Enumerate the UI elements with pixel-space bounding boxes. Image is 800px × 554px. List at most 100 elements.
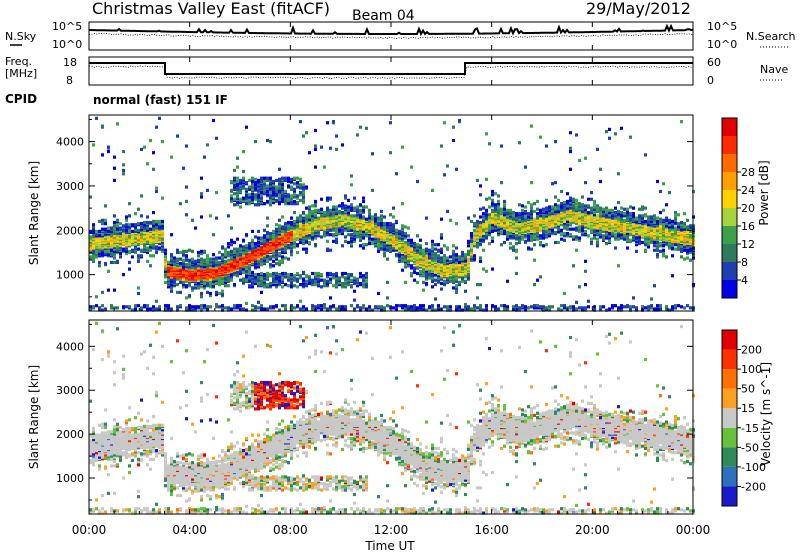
power-cell (476, 241, 479, 246)
power-cell (155, 250, 158, 255)
power-cell (314, 305, 317, 309)
power-cell (296, 185, 299, 189)
power-cell (521, 204, 524, 208)
power-cell (608, 234, 611, 238)
power-cell (449, 279, 452, 283)
power-cell (596, 214, 599, 218)
power-cell (290, 246, 293, 250)
power-cell (383, 222, 386, 226)
power-cell (185, 296, 188, 300)
power-cell (365, 224, 368, 228)
power-cell (299, 120, 302, 124)
power-cell (284, 222, 287, 226)
power-cell (248, 276, 251, 280)
power-cell (107, 226, 110, 230)
power-cell (116, 306, 119, 310)
power-cell (293, 182, 296, 186)
power-cell (527, 200, 530, 205)
power-cell (533, 229, 536, 234)
power-cell (356, 205, 359, 209)
power-cell (128, 260, 131, 265)
power-cell (251, 182, 254, 186)
power-cell (263, 273, 266, 277)
power-cell (533, 232, 536, 236)
power-cell (455, 246, 458, 250)
power-cell (542, 244, 545, 248)
power-cell (158, 239, 161, 243)
power-cell (485, 177, 488, 181)
power-cell (257, 278, 260, 282)
power-cell (566, 306, 569, 310)
power-cell (452, 249, 455, 253)
power-cell (476, 296, 479, 300)
power-cell (584, 308, 587, 312)
power-cell (560, 304, 563, 308)
power-cell (605, 130, 608, 134)
power-cell (554, 230, 557, 235)
power-cell (374, 213, 377, 217)
power-cell (509, 246, 512, 250)
power-cell (143, 223, 146, 227)
power-cell (548, 234, 551, 238)
power-cell (365, 274, 368, 278)
power-cell (284, 256, 287, 260)
power-cell (365, 243, 368, 247)
power-cell (578, 285, 581, 289)
power-cell (380, 214, 383, 218)
power-cell (575, 202, 578, 206)
power-cell (269, 189, 272, 194)
power-cell (122, 168, 125, 173)
power-cell (332, 205, 335, 209)
nave-tick-bottom: 0 (707, 74, 714, 87)
power-cell (491, 202, 494, 206)
power-cell (269, 203, 272, 207)
power-cell (278, 273, 281, 277)
nave-trace (88, 65, 693, 79)
power-cell (353, 237, 356, 241)
power-cell (230, 226, 233, 230)
power-cell (470, 236, 473, 240)
power-cell (242, 176, 245, 180)
power-cell (548, 305, 551, 309)
power-cell (407, 234, 410, 238)
power-cell (314, 165, 317, 169)
power-cell (386, 296, 389, 300)
power-cell (485, 213, 488, 217)
power-cell (278, 182, 281, 186)
power-cell (419, 247, 422, 251)
power-cell (476, 219, 479, 224)
power-cell (311, 204, 314, 208)
power-cell (188, 283, 191, 287)
power-cell (446, 258, 449, 262)
power-cell (281, 197, 284, 201)
power-cell (371, 237, 374, 241)
power-cell (437, 265, 440, 269)
power-cell (206, 307, 209, 311)
power-cell (458, 118, 461, 123)
power-cell (296, 279, 299, 283)
power-cell (272, 200, 275, 205)
power-cell (563, 232, 566, 236)
power-cell (488, 219, 491, 224)
power-cell (566, 227, 569, 231)
power-cell (293, 274, 296, 278)
power-cell (230, 194, 233, 198)
power-cell (464, 275, 467, 279)
power-cell (101, 308, 104, 312)
power-cell (230, 273, 233, 277)
power-cell (455, 279, 458, 283)
power-cell (362, 274, 365, 278)
power-cell (155, 125, 158, 129)
power-cell (170, 256, 173, 260)
power-cell (515, 212, 518, 216)
power-cell (485, 232, 488, 236)
power-cell (182, 263, 185, 267)
power-cell (260, 193, 263, 197)
power-cell (263, 283, 266, 287)
power-cell (269, 195, 272, 199)
power-cell (206, 281, 209, 286)
power-cell (113, 260, 116, 265)
power-cell (305, 214, 308, 218)
power-cell (98, 234, 101, 238)
power-cell (104, 229, 107, 234)
